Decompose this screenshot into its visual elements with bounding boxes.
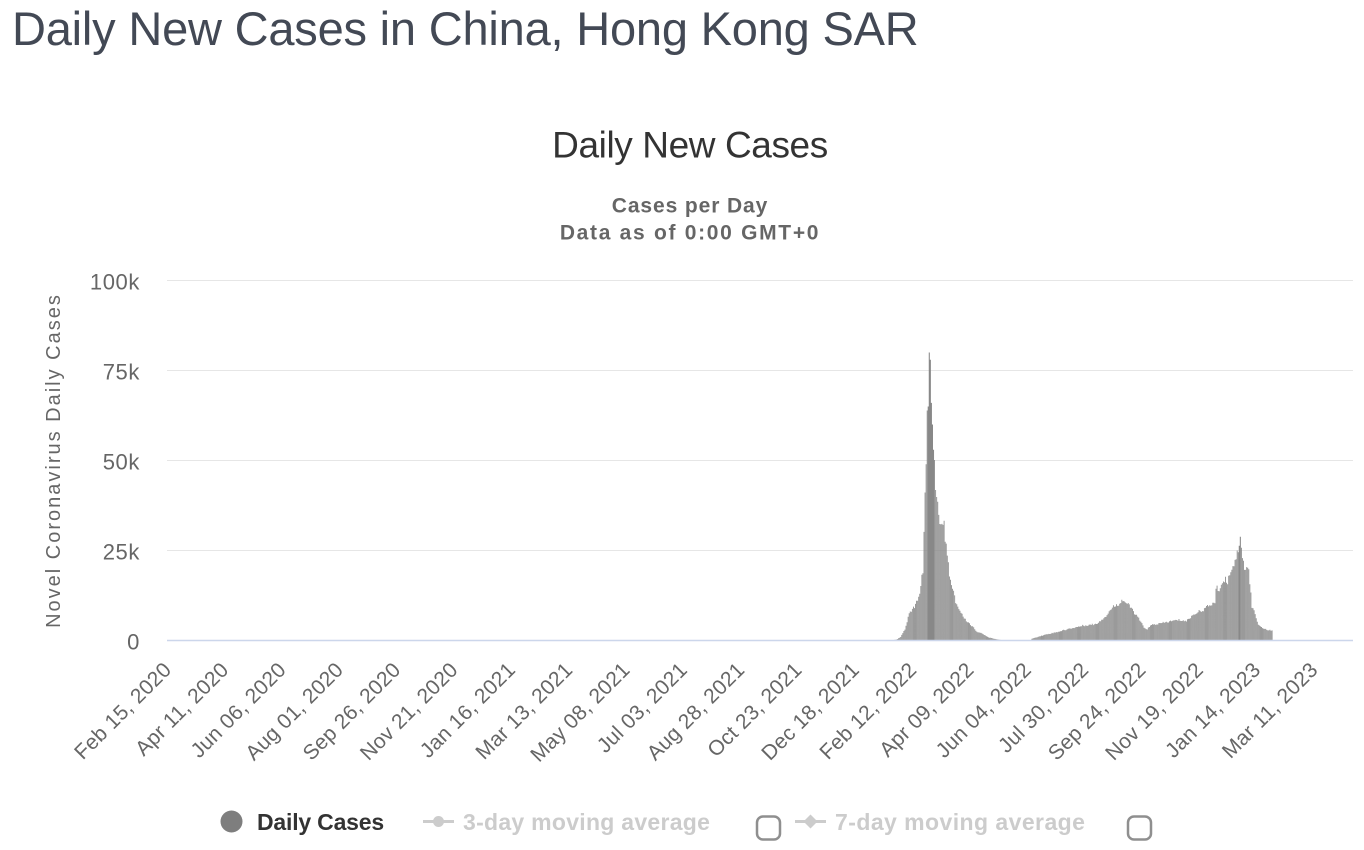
svg-text:25k: 25k — [103, 540, 141, 565]
svg-text:0: 0 — [127, 630, 140, 655]
svg-text:75k: 75k — [103, 360, 141, 385]
svg-text:Feb 15, 2020: Feb 15, 2020 — [70, 658, 176, 764]
svg-text:100k: 100k — [90, 270, 141, 295]
svg-text:May 08, 2021: May 08, 2021 — [526, 658, 634, 766]
svg-text:Daily Cases: Daily Cases — [257, 809, 384, 835]
svg-text:Novel Coronavirus Daily Cases: Novel Coronavirus Daily Cases — [43, 293, 65, 628]
svg-text:Cases per Day: Cases per Day — [612, 195, 768, 218]
svg-text:7-day moving average: 7-day moving average — [835, 809, 1085, 835]
svg-text:50k: 50k — [103, 450, 141, 475]
svg-text:Data as of 0:00 GMT+0: Data as of 0:00 GMT+0 — [560, 222, 820, 245]
svg-text:Daily New Cases: Daily New Cases — [552, 125, 828, 166]
svg-text:3-day moving average: 3-day moving average — [463, 809, 710, 835]
